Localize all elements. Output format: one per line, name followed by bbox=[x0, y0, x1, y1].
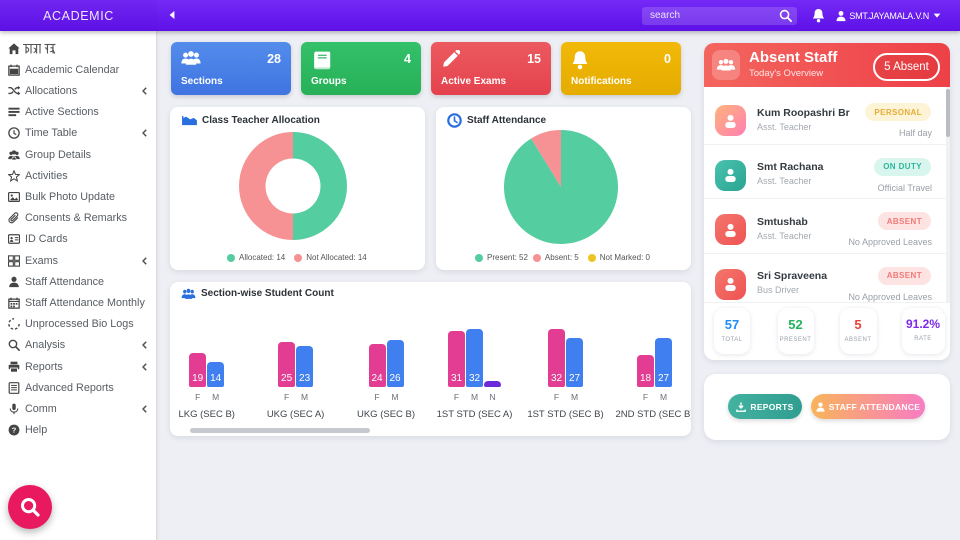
svg-text:?: ? bbox=[12, 426, 17, 435]
